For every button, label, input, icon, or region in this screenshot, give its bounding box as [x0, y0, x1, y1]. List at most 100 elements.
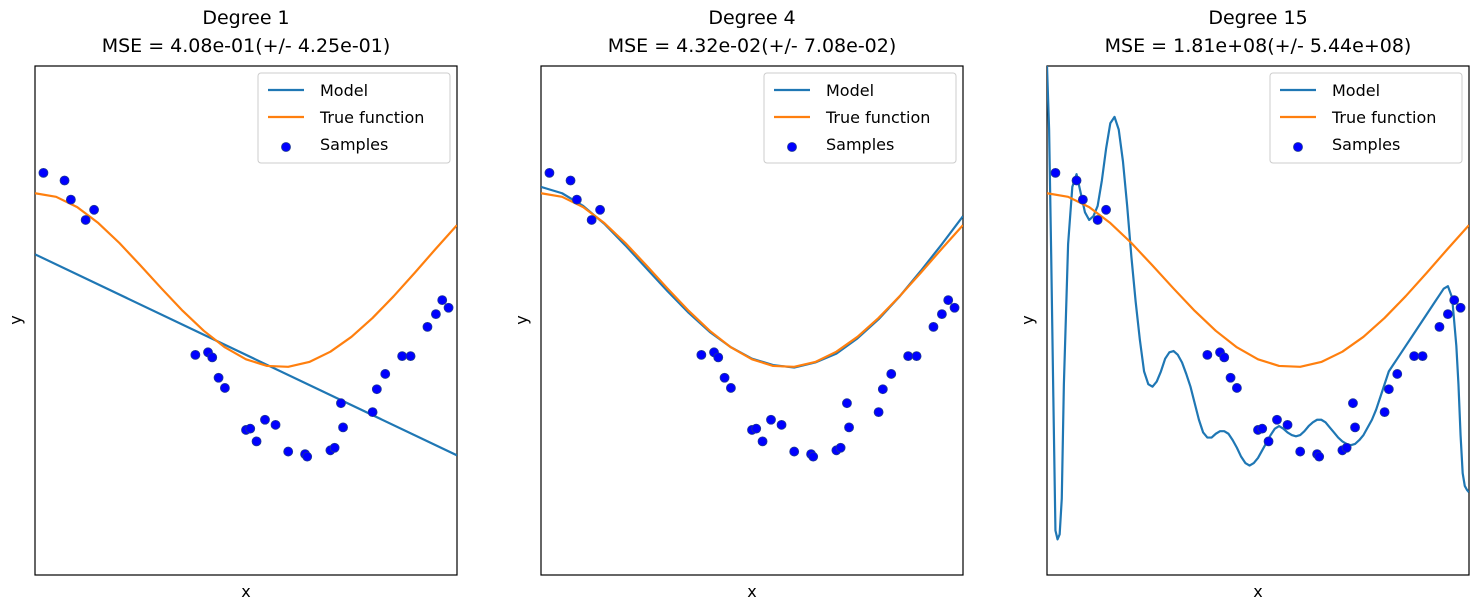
model-line: [541, 185, 963, 369]
sample-point: [911, 351, 922, 362]
sample-point: [430, 309, 441, 320]
chart-marks: [541, 167, 963, 462]
sample-point: [1232, 383, 1242, 393]
sample-point: [751, 423, 762, 434]
chart-title-line1: Degree 1: [202, 7, 289, 29]
legend: Model True function Samples: [763, 72, 957, 164]
sample-point: [1263, 436, 1274, 447]
sample-point: [713, 352, 724, 363]
sample-point: [1050, 167, 1061, 178]
legend-samples-swatch: [1293, 142, 1303, 152]
sample-point: [437, 295, 448, 306]
sample-point: [766, 414, 776, 425]
sample-point: [928, 321, 939, 332]
chart-title-line2: MSE = 4.08e-01(+/- 4.25e-01): [102, 35, 391, 57]
sample-point: [1071, 175, 1082, 186]
true-function-line: [541, 192, 963, 368]
sample-point: [1392, 369, 1403, 379]
sample-point: [38, 167, 49, 178]
legend: Model True function Samples: [1269, 72, 1463, 164]
chart-marks: [1047, 66, 1469, 541]
sample-point: [886, 369, 897, 379]
sample-point: [726, 383, 736, 393]
sample-point: [877, 384, 888, 395]
chart-title-line1: Degree 4: [708, 7, 795, 29]
x-axis-label: x: [241, 582, 250, 601]
sample-point: [1341, 442, 1352, 453]
sample-point: [595, 204, 605, 215]
sample-point: [1455, 302, 1466, 313]
legend-box: [763, 72, 957, 164]
x-axis-label: x: [1253, 582, 1262, 601]
sample-point: [1417, 351, 1428, 362]
sample-point: [1202, 349, 1213, 360]
legend-true-function-label: True function: [825, 108, 930, 127]
sample-point: [757, 436, 768, 447]
legend-box: [257, 72, 451, 164]
plot-area: [1046, 65, 1470, 576]
sample-point: [190, 349, 201, 360]
legend-true-function-label: True function: [319, 108, 424, 127]
x-axis-label: x: [747, 582, 756, 601]
true-function-line: [35, 192, 457, 368]
sample-point: [1295, 446, 1306, 457]
sample-point: [719, 372, 730, 383]
chart-title-line1: Degree 15: [1208, 7, 1307, 29]
sample-point: [245, 423, 256, 434]
sample-point: [1383, 384, 1394, 395]
sample-point: [1101, 204, 1111, 215]
sample-point: [835, 442, 846, 453]
sample-point: [842, 398, 852, 409]
legend-samples-label: Samples: [320, 135, 388, 154]
sample-point: [1443, 309, 1453, 320]
y-axis-label: y: [512, 315, 531, 324]
sample-point: [251, 436, 262, 447]
chart-marks: [35, 167, 457, 462]
sample-point: [696, 349, 707, 360]
sample-point: [1257, 423, 1268, 434]
sample-point: [544, 167, 555, 178]
legend-true-function-label: True function: [1331, 108, 1436, 127]
sample-point: [260, 414, 270, 425]
sample-point: [338, 422, 348, 433]
model-line: [1047, 66, 1469, 541]
legend-samples-swatch: [281, 142, 291, 152]
legend-samples-swatch: [787, 142, 797, 152]
sample-point: [329, 442, 340, 453]
sample-point: [586, 215, 597, 225]
sample-point: [1379, 407, 1390, 418]
legend-model-label: Model: [826, 81, 874, 100]
sample-point: [1077, 194, 1088, 205]
sample-point: [873, 407, 884, 418]
y-axis-label: y: [6, 315, 25, 324]
sample-point: [1449, 295, 1460, 306]
sample-point: [808, 451, 819, 462]
sample-point: [270, 419, 281, 430]
sample-point: [443, 302, 454, 313]
model-line: [35, 253, 457, 457]
sample-point: [1282, 419, 1293, 430]
sample-point: [949, 302, 960, 313]
sample-point: [789, 446, 800, 457]
sample-point: [1225, 372, 1236, 383]
sample-point: [1348, 398, 1358, 409]
true-function-line: [1047, 192, 1469, 368]
sample-point: [59, 175, 70, 186]
subplot-degree-4: Degree 4 MSE = 4.32e-02(+/- 7.08e-02) x …: [512, 7, 964, 601]
sample-point: [1272, 414, 1282, 425]
sample-point: [1092, 215, 1103, 225]
y-axis-label: y: [1018, 315, 1037, 324]
sample-point: [371, 384, 382, 395]
sample-point: [776, 419, 787, 430]
sample-point: [397, 351, 408, 362]
sample-point: [844, 422, 854, 433]
legend-model-label: Model: [320, 81, 368, 100]
sample-point: [1409, 351, 1420, 362]
legend-box: [1269, 72, 1463, 164]
sample-point: [219, 383, 230, 393]
sample-point: [380, 369, 391, 379]
sample-point: [283, 446, 294, 457]
legend-samples-label: Samples: [1332, 135, 1400, 154]
sample-point: [1219, 352, 1230, 363]
